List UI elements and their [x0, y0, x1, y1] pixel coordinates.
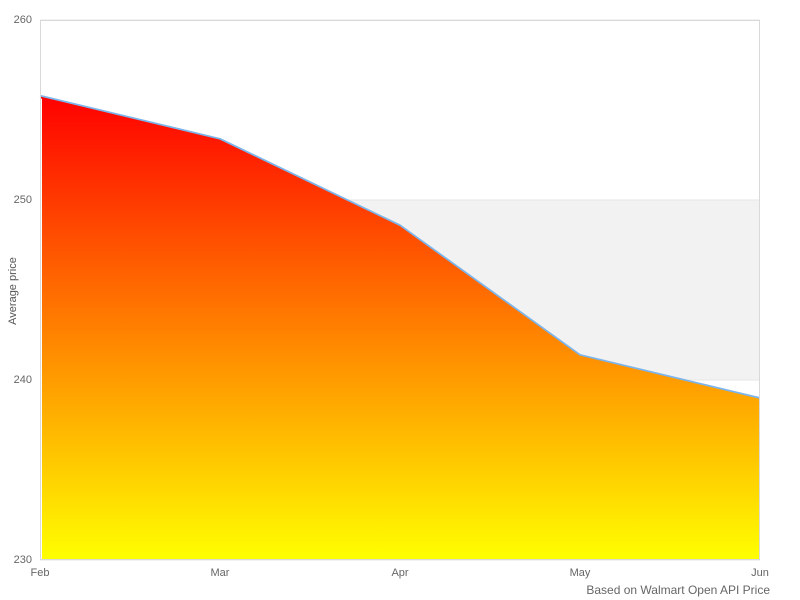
- y-axis-label: 230: [13, 554, 32, 566]
- series-line: [39, 94, 761, 399]
- x-axis-label: May: [569, 567, 591, 579]
- x-axis-label: Jun: [751, 567, 769, 579]
- x-axis-label: Apr: [391, 567, 409, 579]
- y-axis-label: 260: [13, 14, 32, 26]
- area-series: [40, 95, 760, 560]
- plot-border: [40, 20, 760, 560]
- x-axis-label: Mar: [210, 567, 230, 579]
- y-axis-label: 240: [13, 374, 32, 386]
- credits-label: Based on Walmart Open API Price: [586, 583, 770, 597]
- y-axis-title: Average price: [7, 257, 19, 325]
- y-axis-label: 250: [13, 194, 32, 206]
- x-axis-label: Feb: [30, 567, 50, 579]
